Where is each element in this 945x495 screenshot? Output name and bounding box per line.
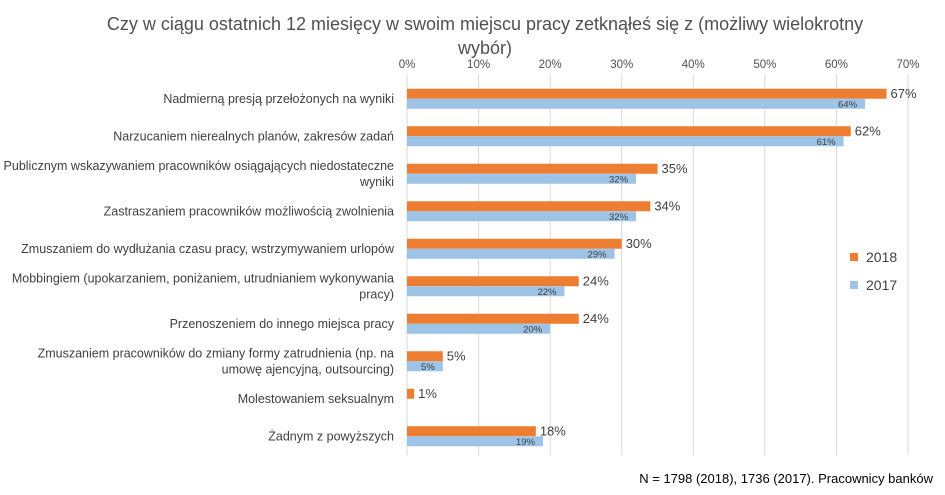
bar-2018 [407, 238, 622, 249]
x-tick-label: 10% [467, 59, 490, 71]
data-label-2018: 62% [855, 123, 881, 138]
legend-item-2018: 2018 [850, 243, 897, 271]
legend: 2018 2017 [850, 243, 897, 299]
data-label-2017: 61% [817, 137, 837, 148]
bars [407, 88, 887, 447]
bar-2017 [407, 323, 551, 334]
data-label-2017: 5% [421, 362, 435, 373]
data-label-2017: 20% [523, 324, 543, 335]
data-label-2018: 18% [540, 423, 566, 438]
x-tick-label: 30% [610, 59, 633, 71]
data-label-2017: 32% [609, 212, 629, 223]
x-tick-label: 20% [539, 59, 562, 71]
x-tick-label: 40% [682, 59, 705, 71]
data-label-2018: 35% [662, 161, 688, 176]
category-labels: Nadmierną presją przełożonych na wyniki N… [4, 92, 395, 444]
legend-swatch-2018 [850, 253, 858, 261]
x-tick-label: 50% [753, 59, 776, 71]
x-axis-ticks: 0% 10% 20% 30% 40% 50% 60% 70% [399, 59, 920, 71]
data-label-2018: 1% [418, 386, 437, 401]
data-labels: 67% 64% 62% 61% 35% 32% 34% 32% 30% 29% 24% 22% 24% 2… [418, 86, 917, 448]
data-label-2018: 30% [626, 236, 652, 251]
data-label-2017: 64% [838, 99, 858, 110]
bar-2017 [407, 286, 565, 297]
footnote: N = 1798 (2018), 1736 (2017). Pracownicy… [639, 471, 933, 486]
category-label: Zmuszaniem pracowników do zmiany formy z… [38, 346, 394, 376]
bar-2017 [407, 98, 866, 109]
bar-2018 [407, 313, 579, 324]
legend-swatch-2017 [850, 281, 858, 289]
legend-item-2017: 2017 [850, 271, 897, 299]
bar-2017 [407, 361, 443, 372]
x-tick-label: 60% [825, 59, 848, 71]
bar-2017 [407, 136, 844, 147]
data-label-2017: 22% [537, 287, 557, 298]
category-label: Przenoszeniem do innego miejsca pracy [170, 317, 395, 331]
data-label-2018: 24% [583, 311, 609, 326]
category-label: Nadmierną presją przełożonych na wyniki [163, 92, 394, 106]
legend-label-2017: 2017 [866, 277, 898, 293]
bar-2017 [407, 436, 543, 447]
bar-2018 [407, 201, 651, 212]
x-tick-label: 70% [896, 59, 919, 71]
category-label: Molestowaniem seksualnym [238, 392, 394, 406]
bar-2017 [407, 173, 637, 184]
data-label-2017: 29% [588, 249, 608, 260]
chart-title: Czy w ciągu ostatnich 12 miesięcy w swoi… [106, 14, 864, 58]
category-label: Mobbingiem (upokarzaniem, poniżaniem, ut… [12, 271, 394, 301]
category-label: Zmuszaniem do wydłużania czasu pracy, ws… [21, 242, 395, 256]
bar-2018 [407, 126, 851, 137]
bar-2018 [407, 88, 887, 99]
x-tick-label: 0% [399, 59, 416, 71]
data-label-2017: 32% [609, 174, 629, 185]
category-label: Zastraszaniem pracowników możliwością zw… [104, 204, 394, 218]
bar-2018 [407, 351, 443, 362]
bar-2017 [407, 248, 615, 259]
data-label-2018: 24% [583, 273, 609, 288]
bar-2017 [407, 211, 637, 222]
category-label: Żadnym z powyższych [268, 429, 394, 443]
data-label-2018: 34% [654, 198, 680, 213]
legend-label-2018: 2018 [866, 249, 898, 265]
bar-2018 [407, 163, 658, 174]
data-label-2018: 67% [891, 86, 917, 101]
bar-2018 [407, 276, 579, 287]
bar-2018 [407, 388, 415, 399]
category-label: Publicznym wskazywaniem pracowników osią… [4, 159, 395, 189]
bar-2018 [407, 426, 536, 437]
category-label: Narzucaniem nierealnych planów, zakresów… [113, 129, 394, 143]
data-label-2017: 19% [516, 437, 536, 448]
data-label-2018: 5% [447, 348, 466, 363]
